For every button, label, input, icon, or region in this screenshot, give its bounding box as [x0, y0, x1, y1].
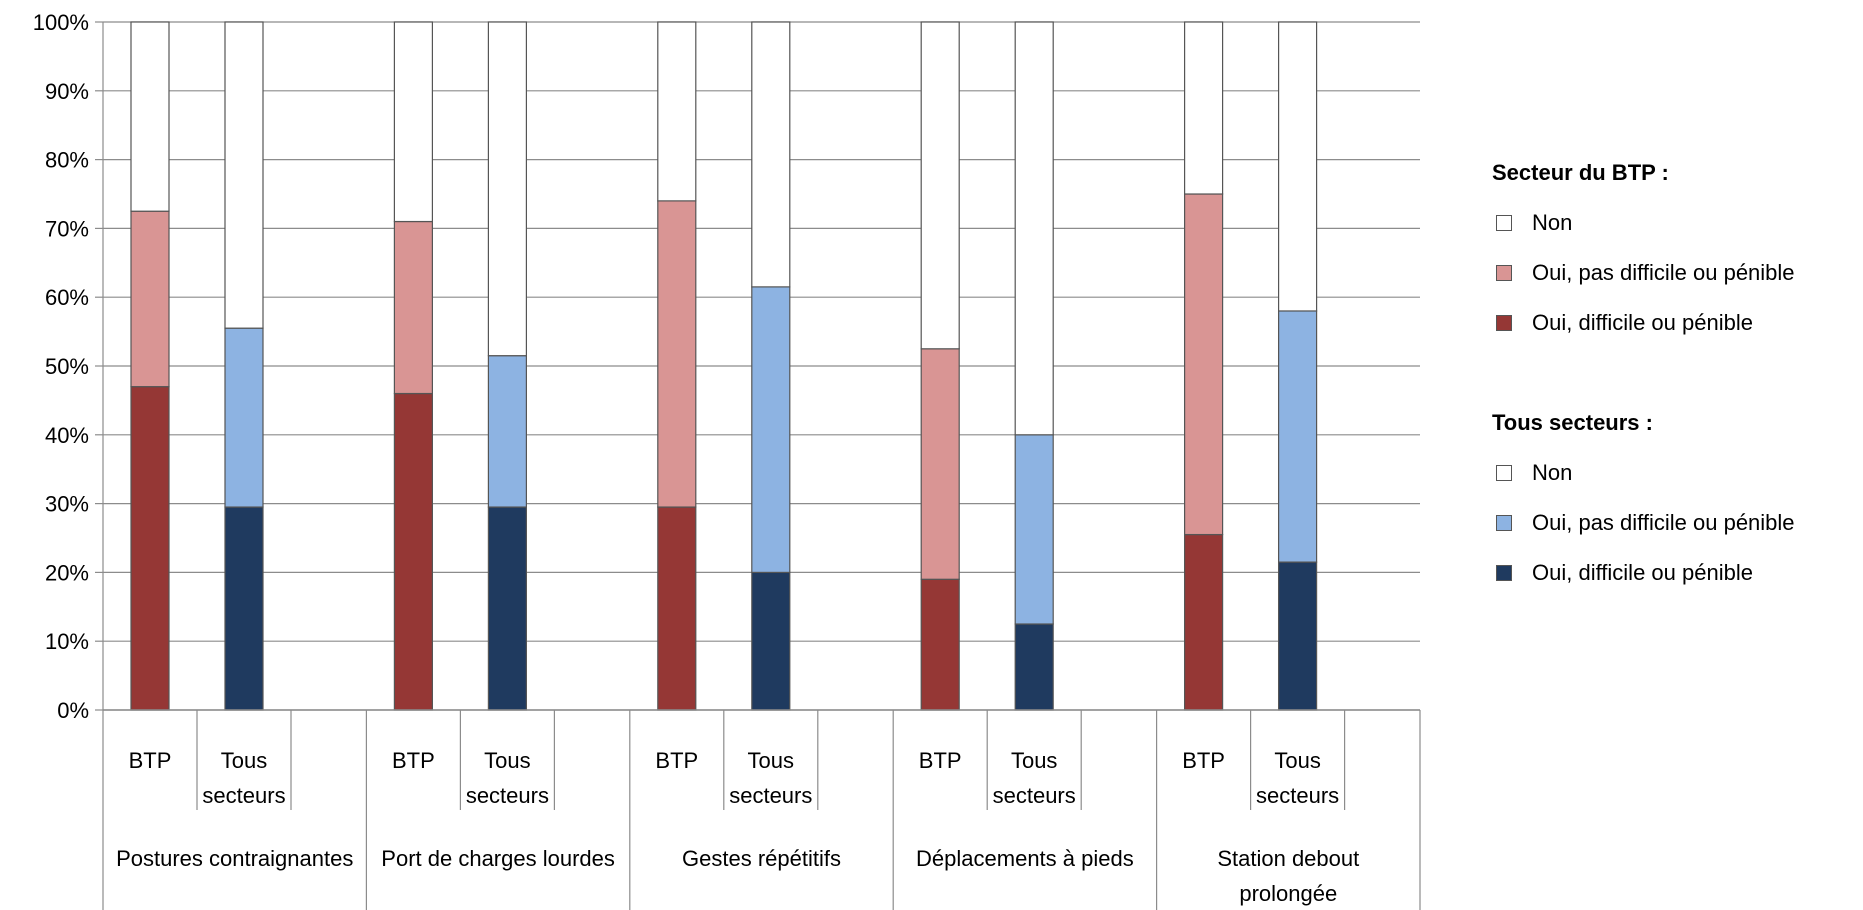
bars — [130, 21, 1318, 711]
x-tick-label: secteurs — [993, 783, 1076, 808]
legend-label: Non — [1532, 460, 1573, 485]
legend-label: Oui, difficile ou pénible — [1532, 560, 1753, 585]
x-tick-label: BTP — [1182, 748, 1225, 773]
bar-segment — [487, 355, 527, 508]
legend-swatch-btp-oui-difficile — [1496, 315, 1512, 331]
legend-swatch-all-non — [1496, 465, 1512, 481]
bar-segment — [393, 21, 433, 223]
legend-group-all: Tous secteurs : Non Oui, pas difficile o… — [1492, 410, 1862, 598]
bar-segment — [920, 578, 960, 711]
x-tick-label: secteurs — [466, 783, 549, 808]
x-group-label: prolongée — [1239, 881, 1337, 906]
legend-label: Non — [1532, 210, 1573, 235]
x-tick-label: BTP — [129, 748, 172, 773]
y-tick-label: 0% — [57, 698, 89, 723]
bar-segment — [1014, 623, 1054, 711]
y-tick-label: 80% — [45, 148, 89, 173]
bar-segment — [487, 21, 527, 357]
legend-group-btp: Secteur du BTP : Non Oui, pas difficile … — [1492, 160, 1862, 348]
bar-segment — [130, 21, 170, 212]
legend-label: Oui, difficile ou pénible — [1532, 310, 1753, 335]
legend-title-all: Tous secteurs : — [1492, 410, 1653, 435]
x-group-label: Gestes répétitifs — [682, 846, 841, 871]
x-tick-label: Tous — [221, 748, 267, 773]
x-tick-label: Tous — [484, 748, 530, 773]
y-tick-label: 40% — [45, 423, 89, 448]
bar-segment — [1277, 561, 1318, 711]
bar-segment — [130, 210, 170, 388]
x-group-label: Port de charges lourdes — [381, 846, 615, 871]
bar-segment — [393, 220, 433, 395]
x-axis-labels: BTP Tous secteurs Postures contraignantes BT… — [116, 748, 1359, 906]
bar-segment — [1014, 21, 1054, 436]
bar-segment — [487, 506, 527, 711]
x-tick-label: BTP — [655, 748, 698, 773]
legend-label: Oui, pas difficile ou pénible — [1532, 510, 1795, 535]
legend-swatch-all-oui-difficile — [1496, 565, 1512, 581]
bar-segment — [751, 21, 791, 288]
y-tick-label: 20% — [45, 560, 89, 585]
legend: Secteur du BTP : Non Oui, pas difficile … — [1492, 160, 1862, 598]
bar-segment — [1277, 310, 1318, 563]
y-tick-label: 30% — [45, 492, 89, 517]
bar-segment — [920, 21, 960, 350]
x-tick-label: Tous — [1011, 748, 1057, 773]
bar-segment — [657, 506, 697, 711]
x-tick-label: BTP — [919, 748, 962, 773]
legend-item-btp-non: Non — [1492, 198, 1862, 248]
x-tick-label: secteurs — [202, 783, 285, 808]
legend-item-all-oui-pas-difficile: Oui, pas difficile ou pénible — [1492, 498, 1862, 548]
legend-item-btp-oui-difficile: Oui, difficile ou pénible — [1492, 298, 1862, 348]
bar-segment — [657, 21, 697, 202]
bar-segment — [920, 348, 960, 580]
bar-segment — [1014, 434, 1054, 625]
bar-segment — [657, 200, 697, 508]
bar-segment — [393, 392, 433, 711]
bar-segment — [1183, 21, 1224, 195]
legend-item-all-oui-difficile: Oui, difficile ou pénible — [1492, 548, 1862, 598]
legend-swatch-btp-oui-pas-difficile — [1496, 265, 1512, 281]
legend-label: Oui, pas difficile ou pénible — [1532, 260, 1795, 285]
legend-item-btp-oui-pas-difficile: Oui, pas difficile ou pénible — [1492, 248, 1862, 298]
x-tick-label: secteurs — [1256, 783, 1339, 808]
bar-segment — [1183, 533, 1224, 711]
y-tick-label: 50% — [45, 354, 89, 379]
y-tick-label: 60% — [45, 285, 89, 310]
bar-segment — [224, 21, 264, 329]
y-tick-label: 10% — [45, 629, 89, 654]
bar-segment — [224, 327, 264, 508]
x-tick-label: Tous — [748, 748, 794, 773]
x-group-label: Déplacements à pieds — [916, 846, 1134, 871]
bar-segment — [224, 506, 264, 711]
x-group-label: Station debout — [1217, 846, 1359, 871]
x-tick-label: BTP — [392, 748, 435, 773]
x-group-label: Postures contraignantes — [116, 846, 353, 871]
bar-segment — [751, 571, 791, 711]
y-tick-label: 70% — [45, 216, 89, 241]
bar-segment — [1277, 21, 1318, 312]
y-tick-label: 100% — [33, 10, 89, 35]
bar-segment — [751, 286, 791, 573]
y-axis-ticks: 0% 10% 20% 30% 40% 50% 60% 70% 80% 90% 100% — [33, 10, 89, 723]
legend-swatch-all-oui-pas-difficile — [1496, 515, 1512, 531]
legend-title-btp: Secteur du BTP : — [1492, 160, 1669, 185]
x-tick-label: secteurs — [729, 783, 812, 808]
legend-item-all-non: Non — [1492, 448, 1862, 498]
x-tick-label: Tous — [1274, 748, 1320, 773]
legend-swatch-btp-non — [1496, 215, 1512, 231]
axes — [95, 21, 1421, 910]
bar-segment — [1183, 193, 1224, 536]
y-tick-label: 90% — [45, 79, 89, 104]
bar-segment — [130, 386, 170, 711]
